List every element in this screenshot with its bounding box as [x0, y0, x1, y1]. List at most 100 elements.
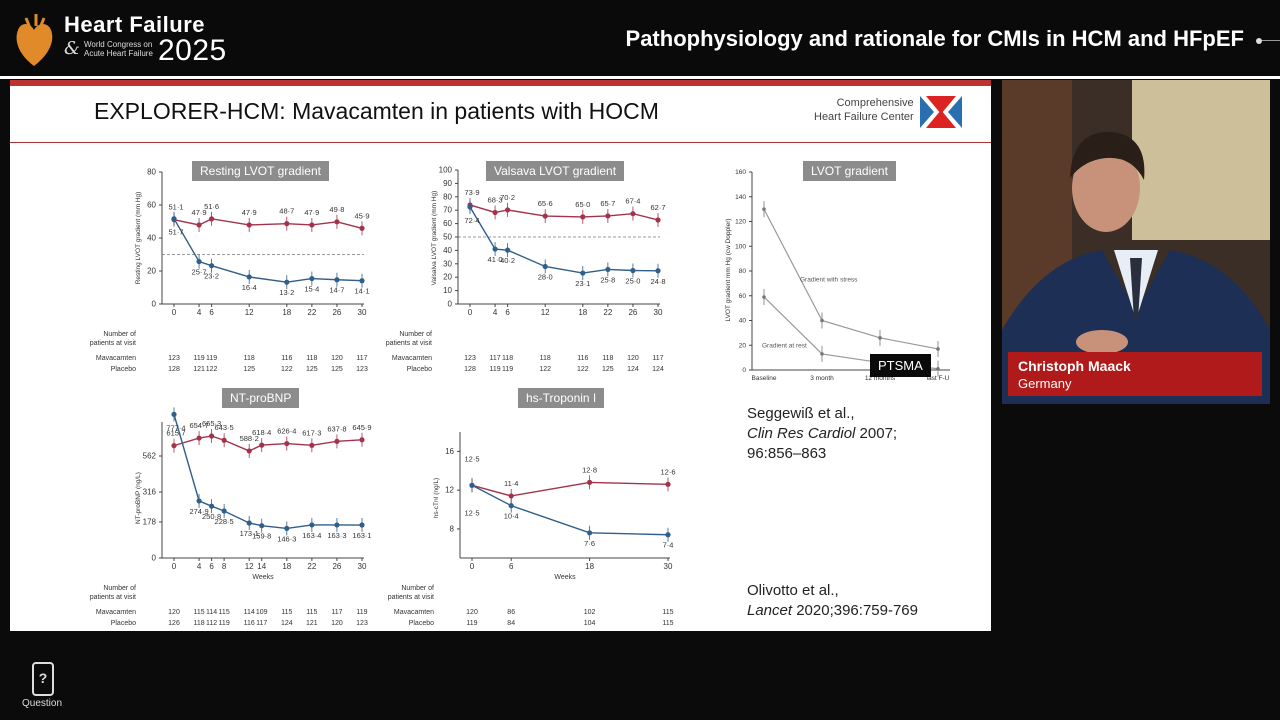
x-tick-label: Baseline [752, 375, 777, 382]
series-placebo-point [309, 442, 315, 448]
slide-title: EXPLORER-HCM: Mavacamten in patients wit… [94, 98, 659, 124]
table-cell: 122 [281, 366, 293, 373]
table-cell: 114 [206, 609, 217, 616]
series-mavacamten-point [284, 525, 290, 532]
table-cell: 119 [219, 620, 230, 627]
series-placebo-point [508, 493, 514, 499]
table-cell: 117 [652, 355, 663, 362]
x-tick-label: 22 [603, 308, 612, 317]
table-cell: 118 [602, 355, 613, 362]
data-label-placebo: 588·2 [240, 434, 259, 443]
data-label-placebo: 637·8 [327, 424, 346, 433]
series-mavacamten-point [630, 267, 636, 274]
series-placebo-line [173, 435, 363, 452]
data-label-placebo: 73·9 [464, 188, 479, 197]
y-tick-label: 10 [443, 286, 452, 295]
table-cell: 118 [244, 355, 255, 362]
x-axis-label: Weeks [252, 574, 274, 581]
series-mavacamten-point [334, 522, 340, 528]
y-tick-label: 562 [143, 452, 157, 461]
x-tick-label: 12 [541, 308, 550, 317]
data-label-placebo: 65·0 [575, 200, 590, 209]
y-tick-label: 80 [739, 268, 747, 275]
series-placebo-point [334, 438, 340, 444]
series-mavacamten-line [471, 484, 669, 536]
series-placebo-point [359, 437, 365, 443]
table-cell: 118 [306, 355, 317, 362]
y-tick-label: 160 [735, 169, 746, 176]
question-phone-icon[interactable]: ? [32, 662, 54, 696]
y-tick-label: 178 [143, 518, 157, 527]
data-label-placebo: 68·3 [488, 195, 503, 204]
table-cell: 115 [662, 609, 673, 616]
y-axis-label: Resting LVOT gradient (mm Hg) [135, 192, 142, 285]
series-mavacamten-point [309, 522, 315, 528]
table-cell: 116 [281, 355, 292, 362]
series-placebo-line [471, 481, 669, 497]
data-label-placebo: 12·8 [582, 465, 597, 474]
data-label-mavacamten: 159·8 [252, 532, 271, 541]
table-row-label: Mavacamten [394, 609, 434, 616]
y-tick-label: 8 [450, 524, 455, 533]
data-label-mavacamten: 23·1 [575, 279, 590, 288]
org-logo-icon [920, 96, 962, 128]
table-header: patients at visit [90, 594, 136, 601]
data-label-placebo: 51·6 [204, 202, 219, 211]
series-placebo-point [284, 440, 290, 447]
title-dot-icon [1256, 38, 1262, 44]
data-label-placebo: 626·4 [277, 427, 296, 436]
series-mavacamten-point [246, 274, 252, 280]
series-stress-point [820, 318, 824, 323]
data-label-mavacamten: 146·3 [277, 534, 296, 543]
table-cell: 120 [627, 355, 639, 362]
data-label-placebo: 45·9 [354, 211, 369, 220]
y-tick-label: 140 [735, 194, 746, 201]
series-placebo-point [196, 435, 202, 441]
y-axis-label: hs-cTnI (ng/L) [433, 478, 440, 518]
data-label-mavacamten: 777·4 [166, 423, 185, 432]
series-rest-point [762, 295, 766, 299]
x-tick-label: 26 [332, 562, 341, 571]
table-header: patients at visit [388, 594, 434, 601]
data-label-mavacamten: 12·5 [464, 508, 479, 517]
table-cell: 125 [602, 366, 614, 373]
data-label-mavacamten: 28·0 [538, 272, 553, 281]
data-label-mavacamten: 14·1 [354, 287, 369, 296]
series-stress-point [936, 347, 940, 351]
y-tick-label: 120 [735, 219, 746, 226]
slide-top-strip [10, 80, 991, 86]
series-placebo-point [284, 221, 290, 227]
data-label-mavacamten: 72·4 [464, 216, 479, 225]
y-axis-label: LVOT gradient mm Hg (cw Doppler) [725, 218, 732, 321]
panel-title-ntprobnp: NT-proBNP [222, 388, 300, 408]
table-cell: 117 [489, 355, 500, 362]
x-tick-label: 0 [470, 562, 475, 571]
table-cell: 123 [168, 355, 180, 362]
table-cell: 124 [627, 366, 639, 373]
series-mavacamten-point [246, 520, 252, 526]
data-label-mavacamten: 24·8 [650, 277, 665, 286]
data-label-placebo: 645·9 [352, 423, 371, 432]
x-axis-label: Weeks [554, 574, 576, 581]
x-tick-label: 26 [628, 308, 637, 317]
data-label-placebo: 643·5 [215, 423, 234, 432]
y-tick-label: 20 [147, 267, 156, 276]
series-mavacamten-point [605, 266, 611, 273]
table-cell: 126 [168, 620, 180, 627]
x-tick-label: 18 [578, 308, 587, 317]
series-placebo-point [246, 448, 252, 454]
table-row-label: Placebo [407, 366, 432, 373]
data-label-placebo: 615·7 [166, 429, 185, 438]
x-tick-label: 12 months [865, 375, 896, 382]
org-name: Comprehensive Heart Failure Center [814, 97, 914, 123]
x-tick-label: 3 month [810, 375, 834, 382]
table-cell: 116 [244, 620, 255, 627]
reference-olivotto: Olivotto et al., Lancet 2020;396:759-769 [747, 582, 918, 619]
series-placebo-point [359, 225, 365, 231]
reference-seggewiss: Seggewiß et al., Clin Res Cardiol 2007; … [747, 405, 898, 462]
table-row-label: Placebo [111, 366, 136, 373]
series-mavacamten-line [173, 414, 363, 530]
x-tick-label: 6 [509, 562, 514, 571]
question-button-label[interactable]: Question [22, 698, 63, 709]
